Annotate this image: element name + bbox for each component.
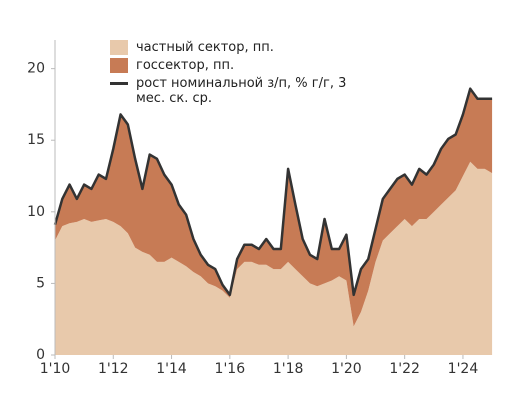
legend-swatch <box>110 82 128 85</box>
line <box>53 87 493 297</box>
y-tick-label: 0 <box>36 347 45 363</box>
legend-swatch <box>110 40 128 55</box>
legend-item: рост номинальной з/п, % г/г, 3 мес. ск. … <box>110 76 356 106</box>
legend-label: рост номинальной з/п, % г/г, 3 мес. ск. … <box>136 76 347 106</box>
legend: частный сектор, пп. госсектор, пп. рост но… <box>110 40 356 109</box>
x-tick-label: 1'18 <box>273 361 304 377</box>
x-tick-label: 1'24 <box>448 361 479 377</box>
legend-swatch <box>110 58 128 73</box>
legend-label: частный сектор, пп. <box>136 40 274 55</box>
x-tick-label: 1'22 <box>389 361 420 377</box>
area <box>55 161 493 355</box>
x-tick-label: 1'10 <box>40 361 71 377</box>
y-tick-label: 20 <box>27 61 45 77</box>
x-tick-label: 1'14 <box>156 361 187 377</box>
y-tick-label: 5 <box>36 275 45 291</box>
area <box>55 88 493 327</box>
y-tick-label: 10 <box>27 204 45 220</box>
x-tick-label: 1'16 <box>215 361 246 377</box>
x-tick-label: 1'12 <box>98 361 129 377</box>
legend-label: госсектор, пп. <box>136 58 235 73</box>
y-tick-label: 15 <box>27 132 45 148</box>
legend-item: госсектор, пп. <box>110 58 356 73</box>
legend-item: частный сектор, пп. <box>110 40 356 55</box>
x-tick-label: 1'20 <box>331 361 362 377</box>
